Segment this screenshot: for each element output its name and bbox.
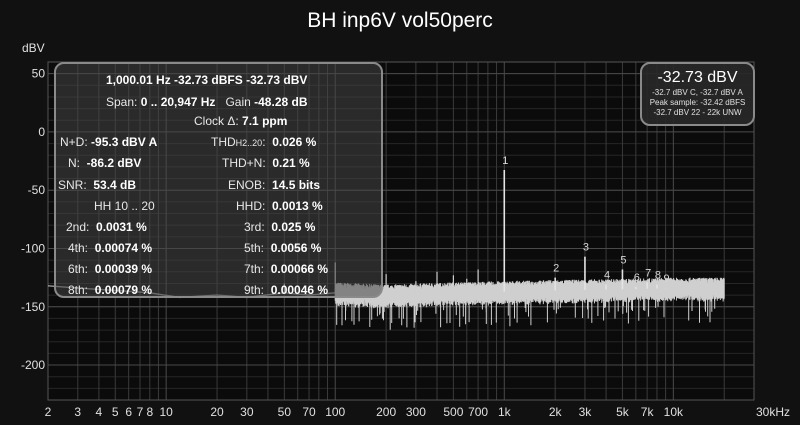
harmonic-9-readout: 9th: 0.00046 %: [244, 283, 329, 297]
y-tick-label: 50: [32, 67, 46, 81]
harmonic-3-readout: 3rd: 0.025 %: [244, 220, 316, 234]
x-tick-label: 5k: [616, 405, 630, 419]
x-tick-label: 4: [96, 405, 103, 419]
level-peak-sample: Peak sample: -32.42 dBFS: [649, 98, 746, 107]
thdn-readout: THD+N: 0.21 %: [222, 156, 310, 170]
harmonic-5-readout: 5th: 0.0056 %: [244, 241, 322, 255]
n-readout: N: -86.2 dBV: [68, 156, 142, 170]
x-tick-label: 5: [112, 405, 119, 419]
x-tick-label: 6: [125, 405, 132, 419]
y-tick-label: 0: [38, 125, 45, 139]
x-tick-label: 7: [137, 405, 144, 419]
harmonic-2-readout: 2nd: 0.0031 %: [66, 220, 147, 234]
harmonic-6-readout: 6th: 0.00039 %: [68, 262, 153, 276]
harmonic-7-label: 7: [645, 267, 651, 279]
plot-border: [47, 61, 755, 401]
harmonic-4-readout: 4th: 0.00074 %: [68, 241, 153, 255]
x-tick-label: 70: [302, 405, 316, 419]
y-axis-ticks: 50 0 -50 -100 -150 -200: [21, 67, 45, 372]
harmonic-3-label: 3: [583, 242, 589, 254]
y-axis-unit: dBV: [22, 41, 45, 55]
hhd-readout: HHD: 0.0013 %: [236, 199, 323, 213]
x-tick-label: 2k: [549, 405, 563, 419]
harmonic-8-readout: 8th: 0.00079 %: [68, 283, 153, 297]
chart-title: BH inp6V vol50perc: [307, 9, 493, 32]
x-tick-label: 20: [210, 405, 224, 419]
x-tick-label: 50: [278, 405, 292, 419]
level-unweighted: -32.7 dBV 22 - 22k UNW: [653, 108, 742, 117]
x-tick-label: 2: [45, 405, 52, 419]
harmonic-labels: 1 2 3 456 7 8 9: [502, 155, 669, 285]
x-tick-label: 3: [74, 405, 81, 419]
x-tick-label: 500: [443, 405, 463, 419]
clock-readout: Clock Δ: 7.1 ppm: [194, 114, 288, 128]
snr-readout: SNR: 53.4 dB: [58, 178, 137, 192]
nd-readout: N+D: -95.3 dBV A: [60, 135, 158, 149]
fundamental-readout: 1,000.01 Hz -32.73 dBFS -32.73 dBV: [106, 73, 308, 87]
x-tick-label: 3k: [579, 405, 593, 419]
x-tick-label: 200: [376, 405, 396, 419]
y-tick-label: -100: [21, 241, 45, 255]
x-tick-label: 7k: [641, 405, 655, 419]
x-tick-label: 1k: [498, 405, 512, 419]
x-tick-label: 700: [468, 405, 488, 419]
x-tick-label: 300: [406, 405, 426, 419]
harmonic-4-label: 4: [604, 270, 610, 282]
enob-readout: ENOB: 14.5 bits: [228, 178, 321, 192]
x-tick-label: 10: [159, 405, 173, 419]
measurement-panel[interactable]: 1,000.01 Hz -32.73 dBFS -32.73 dBV Span:…: [54, 62, 383, 298]
harmonic-2-label: 2: [553, 263, 559, 275]
x-tick-label: 30kHz: [756, 405, 790, 419]
thd-readout: THDH2..20: 0.026 %: [211, 135, 317, 149]
level-panel[interactable]: -32.73 dBV -32.7 dBV C, -32.7 dBV A Peak…: [640, 62, 755, 126]
x-axis-ticks: 2 3 4 5 6 7 8 10 20 30 50 70 100 200 300 500 700 1k 2k 3k 5k…: [45, 405, 790, 419]
y-tick-label: -50: [28, 183, 46, 197]
harmonic-7-readout: 7th: 0.00066 %: [244, 262, 329, 276]
x-tick-label: 10k: [664, 405, 684, 419]
harmonic-5-label: 5: [620, 254, 626, 266]
harmonic-1-label: 1: [502, 155, 508, 167]
x-tick-label: 8: [146, 405, 153, 419]
harmonic-9-label: 9: [664, 273, 670, 285]
harmonic-6-label: 6: [634, 272, 640, 284]
harmonic-8-label: 8: [655, 270, 661, 282]
noise-dips: [336, 295, 716, 330]
hh-range: HH 10 .. 20: [94, 199, 155, 213]
x-tick-label: 30: [240, 405, 254, 419]
y-tick-label: -200: [21, 358, 45, 372]
level-weighted: -32.7 dBV C, -32.7 dBV A: [652, 88, 743, 97]
y-tick-label: -150: [21, 300, 45, 314]
x-tick-label: 100: [325, 405, 345, 419]
span-readout: Span: 0 .. 20,947 Hz Gain -48.28 dB: [106, 95, 308, 109]
level-main: -32.73 dBV: [657, 69, 738, 86]
